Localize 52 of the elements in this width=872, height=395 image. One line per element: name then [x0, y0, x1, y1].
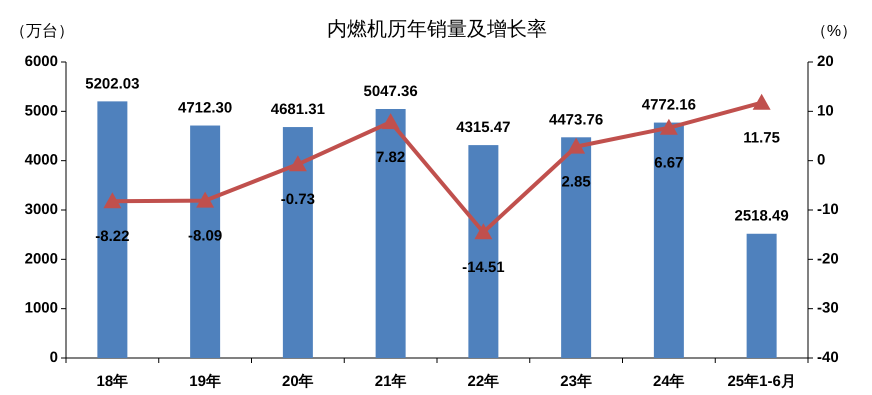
xtick: 23年 [560, 372, 592, 390]
xtick: 20年 [282, 372, 314, 390]
bar [190, 126, 220, 358]
ytick: 5000 [24, 102, 58, 120]
point [196, 192, 214, 208]
data-label: 11.75 [743, 130, 780, 147]
point [103, 192, 122, 208]
point [660, 118, 678, 135]
bar [561, 137, 592, 358]
data-label: 2518.49 [734, 208, 789, 225]
y2tick: 0 [817, 152, 826, 169]
xtick: 19年 [189, 372, 221, 390]
ylabel: （万台） [10, 23, 74, 40]
y2tick: -10 [817, 200, 839, 218]
data-label: 7.82 [376, 149, 406, 166]
data-label: 2.85 [562, 174, 591, 191]
ytick: 2000 [24, 250, 58, 268]
ytick: 6000 [24, 52, 58, 70]
xtick: 24年 [653, 372, 685, 390]
y2tick: -20 [817, 250, 839, 268]
xtick: 25年1-6月 [727, 372, 796, 390]
bar [746, 234, 777, 358]
data-label: 4772.16 [642, 96, 696, 114]
data-label: 5047.36 [364, 82, 418, 100]
y2tick: -40 [817, 348, 839, 366]
data-label: 6.67 [654, 154, 684, 172]
y2label: （%） [810, 23, 858, 40]
bar [97, 101, 128, 358]
title: 内燃机历年销量及增长率 [327, 18, 547, 40]
y2tick: 20 [817, 52, 834, 70]
bar [376, 108, 406, 358]
ytick: 1000 [24, 300, 58, 317]
data-label: 5202.03 [85, 75, 140, 92]
data-label: 4473.76 [549, 111, 604, 128]
point [288, 155, 307, 172]
ytick: 3000 [24, 200, 58, 218]
ytick: 4000 [24, 152, 58, 169]
xtick: 21年 [374, 372, 406, 390]
data-label: 4712.30 [178, 100, 232, 116]
y2tick: -30 [817, 300, 839, 317]
data-label: 4681.31 [270, 101, 325, 118]
y2tick: 10 [817, 102, 834, 120]
bar [282, 127, 313, 358]
point [382, 113, 400, 130]
point [567, 138, 586, 154]
xtick: 22年 [468, 372, 500, 390]
point [474, 223, 492, 240]
xtick: 18年 [96, 372, 128, 390]
bar [654, 122, 684, 358]
data-label: 4315.47 [456, 119, 510, 136]
point [752, 94, 771, 110]
ytick: 0 [50, 348, 58, 366]
